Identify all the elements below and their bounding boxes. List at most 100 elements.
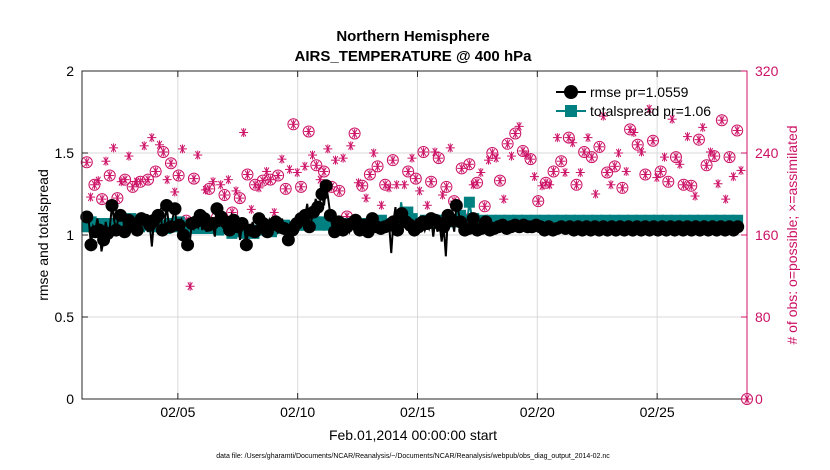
rmse-point (466, 212, 480, 226)
obs-possible-marker (233, 192, 246, 205)
y-left-tick-label: 2 (66, 63, 74, 79)
rmse-point (130, 223, 144, 237)
obs-count-point (440, 180, 453, 193)
obs-count-point (593, 140, 606, 153)
obs-possible-marker (669, 151, 682, 164)
obs-count-point (524, 153, 537, 166)
obs-count-point (692, 133, 705, 146)
obs-count-point (407, 153, 417, 163)
obs-possible-marker (172, 169, 185, 182)
obs-possible-marker (555, 155, 568, 168)
obs-count-point (478, 200, 491, 213)
obs-possible-marker (601, 166, 614, 179)
rmse-point (80, 210, 94, 224)
obs-count-point (616, 181, 629, 194)
obs-count-point (736, 165, 746, 175)
obs-count-point (287, 118, 300, 131)
obs-count-point (601, 166, 614, 179)
obs-count-point (639, 168, 652, 181)
obs-count-point (292, 167, 302, 177)
obs-possible-marker (203, 182, 216, 195)
obs-count-point (417, 145, 430, 158)
obs-count-point (578, 145, 591, 158)
obs-count-point (415, 186, 425, 196)
obs-possible-marker (272, 169, 285, 182)
rmse-point (391, 223, 405, 237)
obs-count-point (187, 172, 200, 185)
obs-count-point (698, 122, 708, 132)
obs-possible-marker (96, 193, 109, 206)
obs-count-point (272, 169, 285, 182)
obs-possible-marker (187, 172, 200, 185)
obs-count-point (501, 137, 514, 150)
obs-possible-marker (218, 189, 231, 202)
obs-count-point (346, 141, 356, 151)
obs-count-point (715, 114, 728, 127)
rmse-point (151, 208, 165, 222)
obs-count-point (731, 124, 744, 137)
obs-count-point (300, 161, 310, 171)
obs-possible-marker (142, 173, 155, 186)
obs-count-point (264, 173, 277, 186)
obs-count-point (323, 144, 333, 154)
obs-count-point (399, 180, 409, 190)
obs-count-point (555, 155, 568, 168)
obs-count-point (432, 152, 445, 165)
rmse-point (731, 220, 745, 234)
obs-count-point (690, 191, 700, 201)
obs-possible-marker (310, 159, 323, 172)
obs-count-point (203, 182, 216, 195)
obs-possible-marker (677, 178, 690, 191)
obs-count-point (455, 162, 468, 175)
obs-possible-marker (616, 181, 629, 194)
obs-count-point (608, 160, 621, 173)
obs-possible-marker (493, 174, 506, 187)
obs-count-point (80, 156, 93, 169)
obs-possible-marker (723, 151, 736, 164)
y-right-tick-label: 320 (755, 63, 779, 79)
obs-count-point (157, 145, 170, 158)
obs-count-point (119, 173, 132, 186)
obs-possible-marker (134, 175, 147, 188)
obs-count-point (384, 183, 394, 193)
obs-count-point (361, 193, 371, 203)
obs-possible-marker (647, 134, 660, 147)
obs-count-point (552, 133, 562, 143)
obs-possible-marker (463, 158, 476, 171)
obs-count-point (662, 175, 675, 188)
obs-count-point (728, 172, 738, 182)
obs-possible-marker (302, 125, 315, 138)
rmse-point (319, 179, 333, 193)
obs-possible-marker (295, 180, 308, 193)
obs-possible-marker (402, 165, 415, 178)
obs-possible-marker (593, 140, 606, 153)
legend-entry-rmse: rmse pr=1.0559 (556, 84, 689, 100)
obs-count-point (170, 187, 180, 197)
rmse-point (239, 238, 253, 252)
obs-count-point (317, 165, 330, 178)
obs-count-point (356, 179, 369, 192)
obs-count-point (310, 159, 323, 172)
obs-count-point (547, 165, 560, 178)
obs-count-point (256, 174, 269, 187)
obs-possible-marker (692, 133, 705, 146)
obs-count-point (277, 154, 287, 164)
obs-count-point (652, 173, 662, 183)
obs-count-point (376, 200, 386, 210)
obs-possible-marker (256, 174, 269, 187)
obs-count-point (445, 143, 455, 153)
obs-count-point (713, 179, 723, 189)
obs-count-point (162, 175, 172, 185)
obs-count-point (654, 165, 667, 178)
obs-count-point (241, 168, 254, 181)
obs-count-point (302, 125, 315, 138)
obs-possible-marker (103, 169, 116, 182)
legend-rmse-marker (564, 85, 578, 99)
obs-count-point (109, 143, 119, 153)
obs-possible-marker (386, 154, 399, 167)
obs-possible-marker (455, 162, 468, 175)
obs-possible-marker (639, 168, 652, 181)
obs-count-point (124, 151, 134, 161)
obs-count-point (509, 127, 522, 140)
obs-count-point (585, 151, 598, 164)
